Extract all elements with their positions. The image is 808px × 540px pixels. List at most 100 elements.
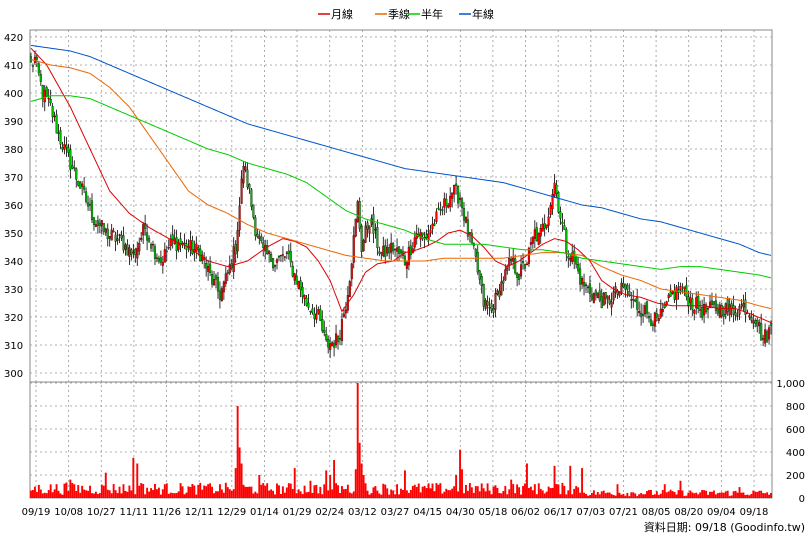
candle-down: [397, 246, 401, 254]
volume-bar: [445, 488, 448, 498]
candle-up: [661, 309, 664, 313]
candle-down: [321, 319, 324, 331]
candle-down: [521, 261, 525, 264]
candle-down: [358, 201, 361, 229]
volume-bar: [500, 493, 503, 498]
volume-bar: [49, 484, 52, 498]
candle-down: [246, 169, 249, 188]
candle-down: [254, 217, 257, 236]
volume-bar: [707, 494, 709, 498]
volume-bar: [394, 494, 397, 498]
volume-bar: [91, 493, 93, 498]
volume-bar: [32, 490, 34, 498]
volume-bar: [612, 494, 615, 498]
candle-up: [520, 264, 523, 277]
volume-bar: [551, 487, 554, 498]
candle-down: [159, 257, 162, 263]
volume-bar: [663, 484, 666, 498]
candle-down: [561, 221, 564, 225]
volume-bar: [114, 490, 117, 498]
volume-bar: [248, 486, 251, 498]
volume-bar: [344, 488, 347, 498]
candle-up: [222, 281, 225, 293]
candle-up: [620, 282, 623, 294]
volume-bar: [41, 493, 44, 498]
ma-line-ma60: [30, 58, 772, 310]
candle-down: [579, 268, 582, 285]
candle-up: [104, 228, 107, 233]
candle-down: [114, 234, 117, 242]
candle-down: [360, 226, 363, 252]
candle-up: [551, 194, 554, 210]
volume-bar: [655, 491, 658, 498]
volume-bar: [266, 483, 269, 498]
volume-bar: [724, 491, 727, 498]
price-tick-label: 400: [4, 89, 23, 100]
volume-bar: [590, 492, 593, 498]
volume-bar: [325, 470, 328, 498]
candle-down: [71, 165, 74, 169]
volume-bar: [659, 493, 662, 498]
candle-up: [124, 244, 127, 250]
volume-bar: [185, 492, 188, 498]
volume-bar: [230, 490, 233, 498]
volume-bar: [61, 494, 64, 498]
volume-bar: [718, 492, 721, 498]
candle-up: [767, 327, 771, 340]
candle-down: [252, 204, 255, 218]
candle-up: [354, 218, 357, 237]
candle-down: [640, 312, 643, 317]
candle-up: [163, 249, 166, 263]
candle-down: [59, 130, 62, 145]
candle-down: [523, 264, 527, 269]
date-tick-label: 07/21: [609, 507, 638, 518]
candle-up: [405, 262, 408, 269]
candle-down: [754, 320, 757, 324]
candle-down: [35, 57, 38, 60]
volume-bar: [419, 492, 422, 498]
candle-down: [516, 273, 519, 278]
candle-up: [592, 292, 595, 304]
volume-bar: [37, 484, 40, 498]
volume-bar: [215, 491, 217, 498]
volume-bar: [587, 495, 589, 498]
volume-bar: [703, 490, 706, 498]
volume-bar: [348, 492, 351, 498]
price-tick-label: 410: [4, 61, 23, 72]
volume-bar: [484, 491, 487, 498]
volume-bar: [159, 494, 162, 498]
volume-bar: [714, 494, 717, 498]
volume-bar: [45, 493, 48, 498]
volume-bar: [730, 495, 733, 498]
price-tick-label: 370: [4, 173, 23, 184]
volume-bar: [496, 487, 499, 498]
candle-up: [352, 235, 355, 263]
volume-bar: [734, 490, 737, 498]
volume-bar: [512, 484, 515, 498]
volume-bar: [443, 491, 446, 498]
candle-down: [766, 331, 769, 342]
volume-bar: [472, 492, 475, 498]
volume-bar: [429, 488, 432, 498]
candle-up: [618, 292, 621, 296]
volume-bar: [451, 488, 454, 498]
volume-bar: [756, 491, 759, 498]
candle-down: [98, 222, 101, 227]
volume-bar: [55, 484, 58, 498]
candle-up: [47, 97, 50, 100]
volume-bar: [581, 468, 584, 498]
candle-down: [39, 74, 42, 82]
volume-bar: [352, 491, 355, 498]
volume-bar: [439, 483, 442, 498]
candle-up: [653, 312, 656, 327]
volume-bar: [85, 490, 88, 498]
candle-up: [488, 307, 491, 309]
candle-down: [307, 302, 310, 308]
volume-bar: [736, 492, 739, 498]
candle-up: [108, 236, 111, 239]
candle-down: [466, 219, 469, 237]
candle-up: [431, 223, 434, 229]
volume-bar: [346, 484, 349, 498]
volume-bar: [435, 483, 438, 498]
candle-down: [130, 249, 133, 255]
